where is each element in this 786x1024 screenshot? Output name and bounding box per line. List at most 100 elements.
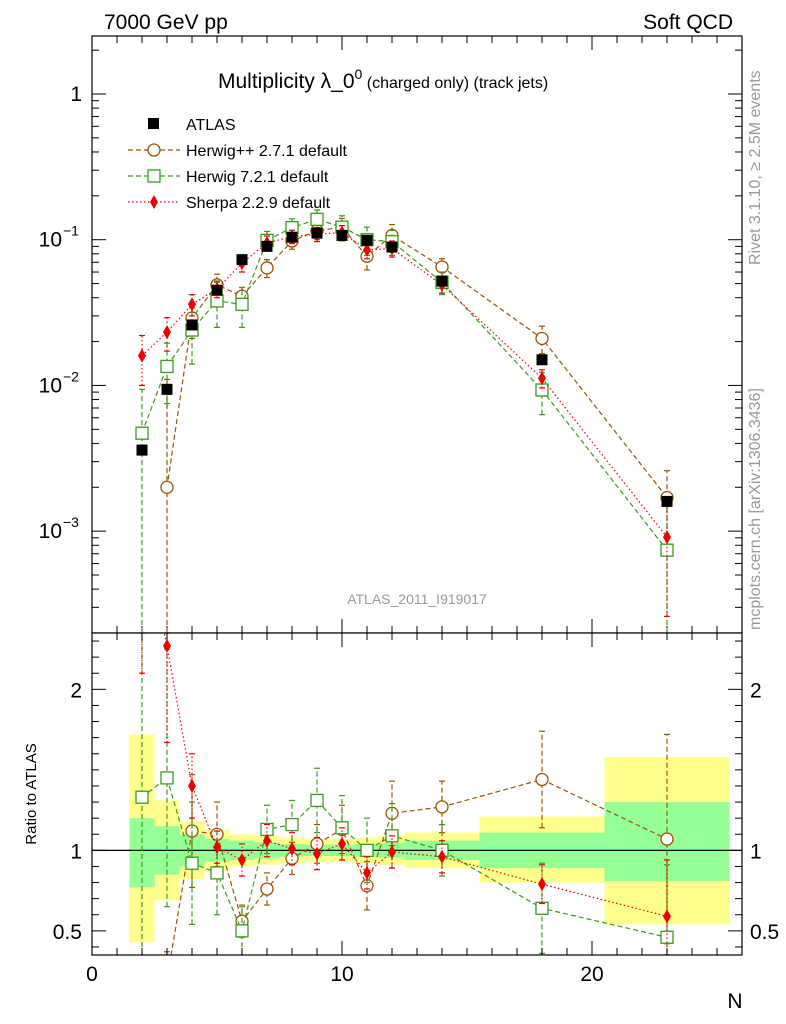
data-point-herwig7: [660, 543, 674, 557]
main-panel: 110−110−210−3 Multiplicity λ_00 (charged…: [39, 35, 743, 634]
ratio-point-herwigpp: [535, 772, 549, 787]
y-tick-exponent: −2: [63, 368, 79, 384]
data-point-atlas: [161, 383, 173, 395]
data-point-herwig7: [310, 212, 324, 226]
data-point-atlas: [336, 229, 348, 241]
ratio-point-herwig7: [285, 817, 299, 832]
ratio-point-herwig7: [360, 843, 374, 857]
y-tick-label: 10: [39, 520, 62, 543]
collision-label: 7000 GeV pp: [104, 11, 228, 34]
y-tick-exponent: −1: [63, 223, 79, 239]
ratio-y-tick-label: 0.5: [53, 921, 82, 944]
data-point-atlas: [436, 275, 448, 287]
ratio-frame: [91, 632, 743, 956]
rivet-label: Rivet 3.1.10, ≥ 2.5M events: [747, 70, 764, 265]
ratio-point-herwigpp: [435, 800, 449, 814]
data-point-herwig7: [135, 426, 149, 440]
plot-title-main: Multiplicity λ_0: [218, 70, 355, 93]
ratio-point-sherpa: [163, 638, 171, 653]
ratio-point-herwig7: [310, 793, 324, 808]
legend-marker-atlas: [148, 118, 159, 129]
ratio-point-herwig7: [135, 790, 149, 804]
data-point-atlas: [211, 284, 223, 296]
x-tick-label: 10: [330, 963, 353, 986]
data-point-herwigpp: [535, 331, 549, 346]
data-point-herwigpp: [435, 260, 449, 274]
x-axis-label: N: [727, 990, 742, 1013]
data-point-atlas: [536, 354, 548, 366]
analysis-id-label: ATLAS_2011_I919017: [347, 591, 487, 607]
main-data-series: [135, 209, 674, 634]
legend-label-atlas: ATLAS: [186, 117, 236, 134]
ratio-point-herwig7: [235, 924, 249, 938]
ratio-series-sherpa: [139, 633, 671, 955]
ratio-y-tick-label: 1: [70, 840, 82, 863]
ratio-point-herwig7: [535, 901, 549, 915]
ratio-point-herwig7: [210, 866, 224, 880]
data-point-atlas: [661, 495, 673, 507]
mcplots-label: mcplots.cern.ch [arXiv:1306.3436]: [747, 388, 764, 630]
data-point-sherpa: [538, 371, 546, 386]
data-point-herwig7: [235, 297, 249, 312]
ratio-point-herwigpp: [260, 882, 274, 896]
ratio-point-herwig7: [160, 771, 174, 785]
data-point-atlas: [286, 231, 298, 243]
ratio-point-sherpa: [313, 846, 321, 861]
ratio-point-sherpa: [263, 833, 271, 848]
data-point-herwigpp: [260, 261, 274, 275]
y-tick-exponent: −3: [63, 514, 79, 530]
legend-label-herwig7: Herwig 7.2.1 default: [186, 169, 329, 186]
band-green: [129, 818, 155, 888]
data-point-sherpa: [188, 297, 196, 312]
ratio-y-axis-label: Ratio to ATLAS: [23, 743, 40, 844]
data-point-atlas: [311, 227, 323, 239]
legend-label-herwigpp: Herwig++ 2.7.1 default: [186, 143, 348, 160]
ratio-point-herwig7: [660, 930, 674, 944]
data-point-atlas: [386, 241, 398, 253]
main-plot-area: [92, 36, 742, 633]
ratio-point-herwigpp: [660, 832, 674, 846]
ratio-point-sherpa: [288, 841, 296, 856]
ratio-point-sherpa: [388, 844, 396, 859]
data-point-sherpa: [138, 348, 146, 363]
data-point-herwig7: [535, 383, 549, 397]
ratio-point-herwig7: [260, 822, 274, 837]
data-point-sherpa: [663, 530, 671, 545]
ratio-y-tick-label-right: 1: [750, 840, 762, 863]
ratio-point-herwig7: [185, 856, 199, 870]
data-point-herwigpp: [160, 480, 174, 494]
data-point-sherpa: [363, 242, 371, 257]
ratio-data-series: [135, 633, 674, 955]
ratio-line-sherpa: [163, 633, 668, 917]
x-tick-label: 0: [86, 963, 98, 986]
category-label: Soft QCD: [643, 11, 733, 34]
series-atlas: [136, 227, 673, 507]
y-tick-label: 1: [70, 83, 82, 106]
ratio-y-tick-label-right: 0.5: [750, 921, 779, 944]
legend-marker-herwig7: [147, 169, 161, 183]
ratio-panel: 0.5 0.51 12 20 10 20 Ratio to ATLAS N: [23, 632, 779, 1013]
data-point-sherpa: [163, 325, 171, 340]
ratio-point-sherpa: [438, 849, 446, 864]
plot-title-superscript: 0: [355, 66, 363, 82]
legend: ATLAS Herwig++ 2.7.1 default Herwig 7.2.…: [128, 117, 348, 212]
plot-title: Multiplicity λ_00 (charged only) (track …: [218, 66, 548, 93]
data-point-atlas: [261, 240, 273, 252]
ratio-point-sherpa: [213, 840, 221, 855]
data-point-atlas: [361, 234, 373, 246]
ratio-point-sherpa: [663, 909, 671, 924]
ratio-point-sherpa: [338, 836, 346, 851]
ratio-y-tick-label-right: 2: [750, 679, 762, 702]
plot-title-rest: (charged only) (track jets): [362, 75, 548, 92]
ratio-point-sherpa: [238, 853, 246, 868]
series-line-sherpa: [141, 231, 668, 538]
x-tick-label: 20: [580, 963, 603, 986]
data-point-atlas: [186, 319, 198, 331]
main-y-axis: 110−110−210−3: [39, 36, 743, 634]
data-point-herwig7: [160, 359, 174, 374]
data-point-atlas: [236, 254, 248, 266]
y-tick-label: 10: [39, 374, 62, 397]
ratio-point-sherpa: [363, 865, 371, 880]
ratio-axes: 0.5 0.51 12 20 10 20: [53, 633, 779, 986]
